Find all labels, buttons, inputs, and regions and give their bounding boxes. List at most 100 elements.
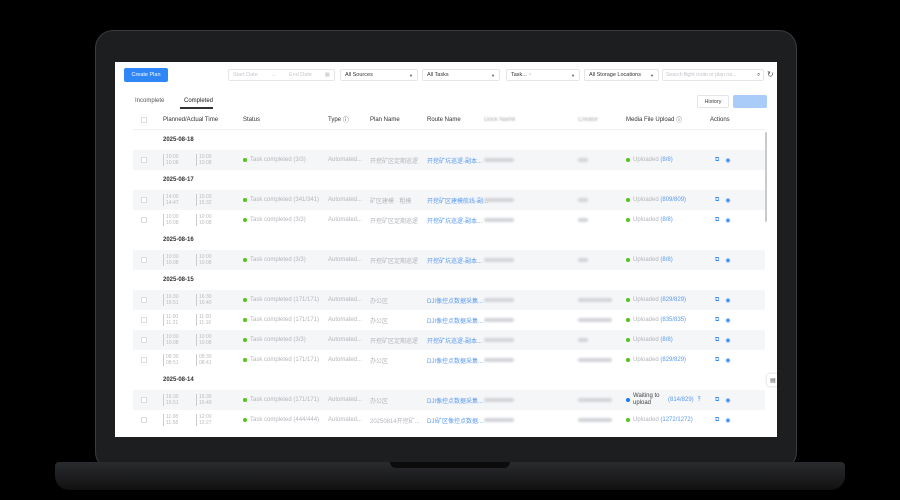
copy-icon[interactable]: ⧉ (715, 356, 720, 363)
copy-icon[interactable]: ⧉ (715, 156, 720, 163)
group-date: 2025-08-14 (163, 377, 194, 383)
search-icon[interactable]: ⌕ (757, 71, 760, 78)
dock-name-redacted (484, 318, 514, 322)
search-input[interactable]: Search flight route or plan na... ⌕ (662, 69, 764, 81)
media-count-link[interactable]: (8/8) (660, 217, 673, 223)
row-checkbox[interactable] (141, 197, 147, 203)
sources-select[interactable]: All Sources ▼ (340, 69, 418, 81)
copy-icon[interactable]: ⧉ (715, 336, 720, 343)
table-row[interactable]: 14:00 14:47 15:03 15:32 Task completed (34… (133, 190, 765, 210)
actual-time: 11:00 11:16 (196, 314, 211, 326)
status-dot-icon (243, 418, 247, 422)
table-row[interactable]: 11:00 11:21 11:00 11:16 Task completed (17… (133, 310, 765, 330)
copy-icon[interactable]: ⧉ (715, 396, 720, 403)
copy-icon[interactable]: ⧉ (715, 416, 720, 423)
chevron-down-icon: ▼ (571, 72, 575, 78)
tab-completed[interactable]: Completed (184, 98, 214, 104)
view-icon[interactable]: ◉ (725, 317, 731, 324)
planned-time: 16:30 16:51 (163, 294, 179, 306)
media-count-link[interactable]: (8/8) (660, 337, 673, 343)
media-upload: Uploaded (829/829) (626, 290, 686, 310)
copy-icon[interactable]: ⧉ (715, 296, 720, 303)
copy-icon[interactable]: ⧉ (715, 316, 720, 323)
col-dock: Dock Name (484, 116, 516, 123)
row-checkbox[interactable] (141, 397, 147, 403)
date-range-picker[interactable]: Start Date → End Date ▦ (228, 69, 335, 81)
media-count-link[interactable]: (809/809) (660, 197, 687, 203)
row-checkbox[interactable] (141, 357, 147, 363)
view-icon[interactable]: ◉ (725, 337, 731, 344)
view-icon[interactable]: ◉ (725, 197, 731, 204)
table-row[interactable]: 16:30 16:51 16:30 16:40 Task completed (17… (133, 290, 765, 310)
route-name-link[interactable]: DJI像控点数据采集... (427, 298, 484, 305)
view-icon[interactable]: ◉ (725, 417, 731, 424)
view-icon[interactable]: ◉ (725, 217, 731, 224)
route-name-link[interactable]: 开挖矿区建模航线-副... (427, 198, 488, 205)
media-status-label: Uploaded (633, 337, 659, 343)
end-date-input[interactable]: End Date (288, 72, 312, 78)
route-name-link[interactable]: DJI像控点数据采集... (427, 358, 484, 365)
table-row[interactable]: 10:00 10:08 10:00 10:08 Task completed (3/… (133, 250, 765, 270)
info-icon[interactable]: ⓘ (676, 118, 683, 124)
feedback-icon[interactable]: ▤ (767, 374, 777, 386)
copy-icon[interactable]: ⧉ (715, 216, 720, 223)
row-checkbox[interactable] (141, 337, 147, 343)
media-count-link[interactable]: (829/829) (660, 357, 687, 363)
media-status-dot-icon (626, 198, 630, 202)
route-name-link[interactable]: 开挖矿坑巡逻-副本... (427, 158, 482, 165)
start-date-input[interactable]: Start Date (233, 72, 258, 78)
media-count-link[interactable]: (8/8) (660, 257, 673, 263)
copy-icon[interactable]: ⧉ (715, 256, 720, 263)
table-row[interactable]: 10:00 10:08 10:00 10:08 Task completed (3/… (133, 210, 765, 230)
route-name-link[interactable]: DJI像控点数据采集... (427, 398, 484, 405)
task-tag[interactable]: Task... × (511, 72, 532, 78)
tab-incomplete[interactable]: Incomplete (135, 98, 165, 104)
media-count-link[interactable]: (829/829) (660, 297, 687, 303)
storage-select[interactable]: All Storage Locations ▼ (584, 69, 659, 81)
media-count-link[interactable]: (1272/1272) (660, 417, 693, 423)
table-row[interactable]: 10:00 10:08 10:00 10:08 Task completed (3/… (133, 330, 765, 350)
date-group-header: 2025-08-16 (133, 230, 765, 250)
media-count-link[interactable]: (814/829) (668, 397, 694, 403)
table-row[interactable]: 11:08 11:58 12:00 12:27 Task completed (44… (133, 410, 765, 430)
media-status-dot-icon (626, 318, 630, 322)
type: Automated... (328, 157, 363, 163)
task-type-select[interactable]: Task... × ▼ (506, 69, 580, 81)
view-icon[interactable]: ◉ (725, 357, 731, 364)
media-count-link[interactable]: (8/8) (660, 157, 673, 163)
row-checkbox[interactable] (141, 157, 147, 163)
row-checkbox[interactable] (141, 297, 147, 303)
route-name-link[interactable]: 开挖矿坑巡逻-副本... (427, 338, 482, 345)
row-checkbox[interactable] (141, 217, 147, 223)
route-name-link[interactable]: 开挖矿坑巡逻-副本... (427, 258, 482, 265)
row-checkbox[interactable] (141, 317, 147, 323)
table-row[interactable]: 08:30 08:51 08:30 08:41 Task completed (17… (133, 350, 765, 370)
table-row[interactable]: 16:30 16:51 16:30 16:49 Task completed (17… (133, 390, 765, 410)
view-icon[interactable]: ◉ (725, 157, 731, 164)
view-icon[interactable]: ◉ (725, 397, 731, 404)
scrollbar[interactable] (765, 132, 767, 222)
creator-redacted (578, 358, 612, 362)
route-name-link[interactable]: 开挖矿坑巡逻-副本... (427, 218, 482, 225)
info-icon[interactable]: ⓘ (342, 118, 349, 124)
upload-icon[interactable]: ⤒ (697, 396, 701, 403)
history-button[interactable]: History (697, 95, 729, 108)
col-type-label: Type (328, 116, 342, 123)
type: Automated... (328, 337, 363, 343)
media-count-link[interactable]: (835/835) (660, 317, 687, 323)
route-name-link[interactable]: DJI矿区像控点数据... (427, 418, 484, 425)
copy-icon[interactable]: ⧉ (715, 196, 720, 203)
view-icon[interactable]: ◉ (725, 257, 731, 264)
route-name-link[interactable]: DJI像控点数据采集... (427, 318, 484, 325)
select-all-checkbox[interactable] (141, 116, 147, 123)
refresh-icon[interactable]: ↻ (767, 70, 774, 79)
row-checkbox[interactable] (141, 257, 147, 263)
row-checkbox[interactable] (141, 417, 147, 423)
view-icon[interactable]: ◉ (725, 297, 731, 304)
chevron-down-icon: ▼ (409, 72, 413, 78)
chevron-down-icon: ▼ (491, 72, 495, 78)
create-plan-button[interactable]: Create Plan (124, 68, 168, 82)
tasks-select[interactable]: All Tasks ▼ (422, 69, 500, 81)
table-row[interactable]: 10:00 10:08 10:00 10:08 Task completed (3/… (133, 150, 765, 170)
close-icon[interactable]: × (528, 72, 532, 78)
